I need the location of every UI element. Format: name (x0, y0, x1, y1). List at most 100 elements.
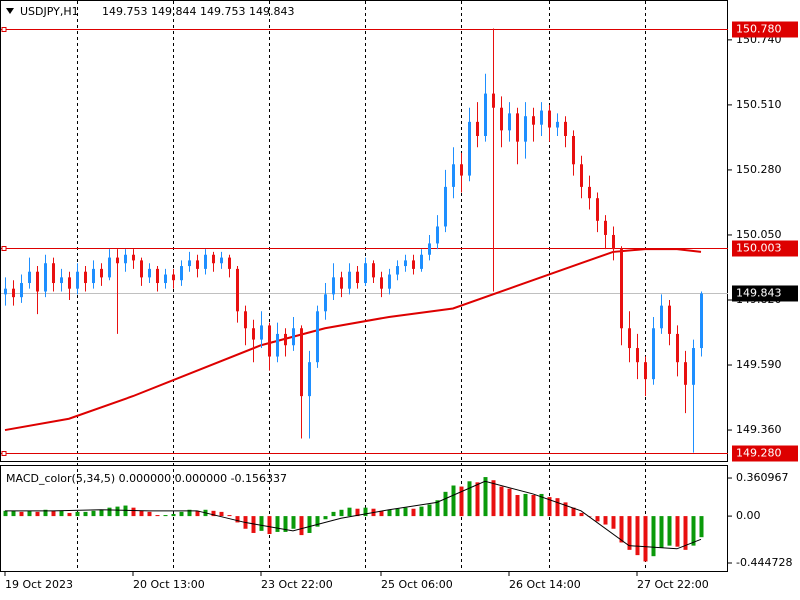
ohlc-value: 149.843 (249, 5, 295, 18)
macd-bar (123, 505, 128, 517)
candle-body (516, 113, 519, 142)
y-tick-label: 0.00 (736, 509, 761, 522)
candle-body (588, 186, 591, 199)
candle-body (548, 110, 551, 128)
level-label-box (732, 21, 798, 38)
main-frame (0, 0, 728, 462)
collapse-icon[interactable] (6, 8, 14, 14)
candle-body (412, 260, 415, 269)
candle-body (60, 277, 63, 284)
macd-bar (331, 511, 336, 517)
macd-bar (411, 508, 416, 517)
y-tick-label: 150.510 (736, 98, 782, 111)
candle-body (436, 226, 439, 244)
candle-body (444, 186, 447, 227)
candle-body (12, 288, 15, 298)
macd-bar (35, 511, 40, 517)
candle-body (404, 260, 407, 267)
candle-body (308, 362, 311, 397)
candle-body (572, 135, 575, 165)
x-tick-label: 26 Oct 14:00 (509, 578, 581, 591)
x-tick-label: 27 Oct 22:00 (637, 578, 709, 591)
macd-bar (147, 511, 152, 517)
macd-bar (427, 504, 432, 517)
candle-body (556, 121, 559, 128)
macd-bar (403, 507, 408, 517)
candle-body (4, 288, 7, 295)
candle-body (700, 293, 703, 349)
macd-bar (67, 512, 72, 517)
candle-body (44, 263, 47, 292)
candle-body (380, 277, 383, 289)
macd-bar (691, 516, 696, 546)
candle-body (420, 254, 423, 269)
x-tick-label: 23 Oct 22:00 (261, 578, 333, 591)
candle-body (612, 234, 615, 250)
macd-bar (11, 510, 16, 517)
macd-bar (131, 507, 136, 517)
candle-body (76, 271, 79, 289)
candle-body (84, 271, 87, 284)
macd-frame (0, 465, 728, 572)
candle-body (300, 328, 303, 397)
candle-body (116, 257, 119, 264)
macd-bar (379, 510, 384, 517)
macd-bar (483, 477, 488, 517)
macd-bar (267, 516, 272, 535)
candle-body (28, 271, 31, 284)
level-handle (1, 27, 7, 32)
candle-body (180, 266, 183, 281)
macd-bar (299, 516, 304, 536)
macd-bar (75, 511, 80, 517)
candle-body (452, 164, 455, 187)
macd-bar (187, 509, 192, 517)
candle-body (92, 268, 95, 284)
candle-body (652, 328, 655, 380)
y-tick-label: 0.360967 (736, 471, 789, 484)
macd-bar (83, 511, 88, 517)
y-tick-label: -0.444728 (736, 556, 792, 569)
current-price-box (732, 285, 798, 302)
macd-bar (235, 516, 240, 523)
candle-body (396, 266, 399, 275)
candle-body (156, 268, 159, 284)
x-tick-label: 19 Oct 2023 (5, 578, 73, 591)
candle-body (636, 348, 639, 363)
candle-body (684, 362, 687, 385)
macd-title: MACD_color(5,34,5) 0.000000 0.000000 -0.… (6, 472, 287, 485)
candle-body (348, 271, 351, 289)
macd-bar (635, 516, 640, 556)
level-label: 150.003 (736, 242, 782, 255)
y-tick-label: 149.360 (736, 423, 782, 436)
candle-body (20, 283, 23, 298)
macd-bar (475, 482, 480, 517)
macd-bar (531, 495, 536, 517)
y-tick-label: 150.280 (736, 163, 782, 176)
candle-body (148, 268, 151, 278)
macd-bar (515, 495, 520, 517)
candle-body (324, 294, 327, 312)
macd-bar (451, 485, 456, 517)
macd-bar (171, 513, 176, 517)
macd-bar (211, 510, 216, 517)
macd-bar (291, 516, 296, 529)
x-tick-label: 20 Oct 13:00 (133, 578, 205, 591)
macd-bar (539, 493, 544, 517)
level-handle (1, 451, 7, 456)
candle-body (340, 277, 343, 289)
macd-bar (59, 510, 64, 517)
macd-bar (699, 516, 704, 538)
macd-bar (275, 516, 280, 532)
candle-body (108, 257, 111, 278)
macd-bar (307, 516, 312, 533)
candle-body (36, 271, 39, 292)
macd-bar (283, 516, 288, 532)
candle-body (68, 277, 71, 289)
level-label: 149.280 (736, 447, 782, 460)
candle-body (316, 311, 319, 363)
macd-bar (195, 510, 200, 517)
macd-bar (43, 509, 48, 517)
macd-bar (387, 509, 392, 517)
candle-body (244, 311, 247, 329)
macd-bar (459, 486, 464, 517)
